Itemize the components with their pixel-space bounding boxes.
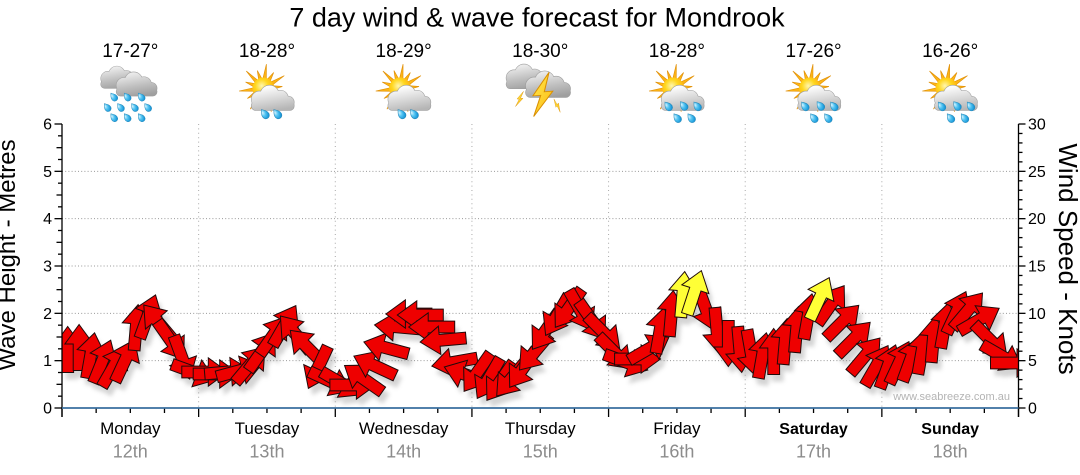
svg-text:10: 10 bbox=[1028, 306, 1046, 323]
svg-text:5: 5 bbox=[1028, 353, 1037, 370]
svg-text:15th: 15th bbox=[523, 442, 558, 462]
svg-text:18-29°: 18-29° bbox=[376, 41, 432, 62]
svg-text:3: 3 bbox=[43, 259, 52, 276]
svg-text:16th: 16th bbox=[659, 442, 694, 462]
svg-text:7 day wind & wave forecast for: 7 day wind & wave forecast for Mondrook bbox=[289, 3, 785, 33]
svg-text:6: 6 bbox=[43, 117, 52, 134]
svg-text:Friday: Friday bbox=[653, 419, 701, 438]
svg-text:18-30°: 18-30° bbox=[512, 41, 568, 62]
svg-text:www.seabreeze.com.au: www.seabreeze.com.au bbox=[892, 391, 1010, 403]
svg-text:4: 4 bbox=[43, 211, 52, 228]
svg-text:Wind Speed - Knots: Wind Speed - Knots bbox=[1053, 143, 1080, 374]
svg-text:Monday: Monday bbox=[100, 419, 161, 438]
svg-text:Saturday: Saturday bbox=[779, 421, 848, 438]
svg-text:16-26°: 16-26° bbox=[922, 41, 978, 62]
svg-text:17th: 17th bbox=[796, 442, 831, 462]
svg-text:0: 0 bbox=[43, 401, 52, 418]
svg-text:1: 1 bbox=[43, 353, 52, 370]
svg-text:Thursday: Thursday bbox=[505, 419, 576, 438]
svg-text:18-28°: 18-28° bbox=[239, 41, 295, 62]
svg-text:20: 20 bbox=[1028, 211, 1046, 228]
svg-text:15: 15 bbox=[1028, 259, 1046, 276]
svg-text:18-28°: 18-28° bbox=[649, 41, 705, 62]
svg-text:Wave Height - Metres: Wave Height - Metres bbox=[0, 139, 21, 370]
svg-text:30: 30 bbox=[1028, 117, 1046, 134]
svg-text:Wednesday: Wednesday bbox=[359, 419, 449, 438]
svg-text:2: 2 bbox=[43, 306, 52, 323]
svg-text:Tuesday: Tuesday bbox=[235, 419, 300, 438]
svg-text:12th: 12th bbox=[113, 442, 148, 462]
svg-text:Sunday: Sunday bbox=[921, 421, 979, 438]
svg-text:14th: 14th bbox=[386, 442, 421, 462]
svg-text:13th: 13th bbox=[249, 442, 284, 462]
svg-text:0: 0 bbox=[1028, 401, 1037, 418]
svg-text:18th: 18th bbox=[933, 442, 968, 462]
svg-text:17-27°: 17-27° bbox=[102, 41, 158, 62]
svg-text:25: 25 bbox=[1028, 164, 1046, 181]
svg-text:17-26°: 17-26° bbox=[785, 41, 841, 62]
svg-text:5: 5 bbox=[43, 164, 52, 181]
